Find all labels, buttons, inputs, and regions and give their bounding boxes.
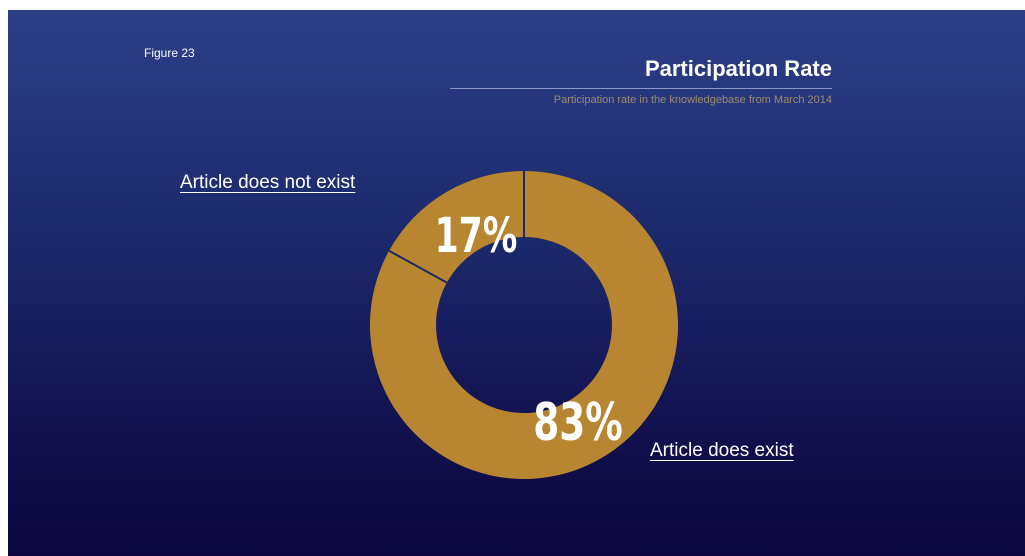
slice-dividers — [388, 171, 525, 284]
chart-slide: Figure 23 Participation Rate Participati… — [8, 10, 1025, 556]
slice-label-not-exist: Article does not exist — [180, 172, 356, 193]
title-divider — [450, 88, 832, 89]
donut-chart: 17% 83% — [370, 171, 679, 479]
slice-divider — [388, 249, 448, 284]
figure-label: Figure 23 — [144, 46, 195, 60]
donut-slices — [370, 171, 679, 479]
slice-value-label-not-exist: 17% — [435, 207, 518, 263]
slice-label-exist: Article does exist — [650, 440, 794, 461]
slice-not-exist — [389, 171, 524, 283]
slice-exist — [370, 171, 679, 479]
chart-subtitle: Participation rate in the knowledgebase … — [553, 94, 832, 106]
slice-value-label-exist: 83% — [533, 392, 623, 453]
chart-title: Participation Rate — [644, 56, 832, 81]
